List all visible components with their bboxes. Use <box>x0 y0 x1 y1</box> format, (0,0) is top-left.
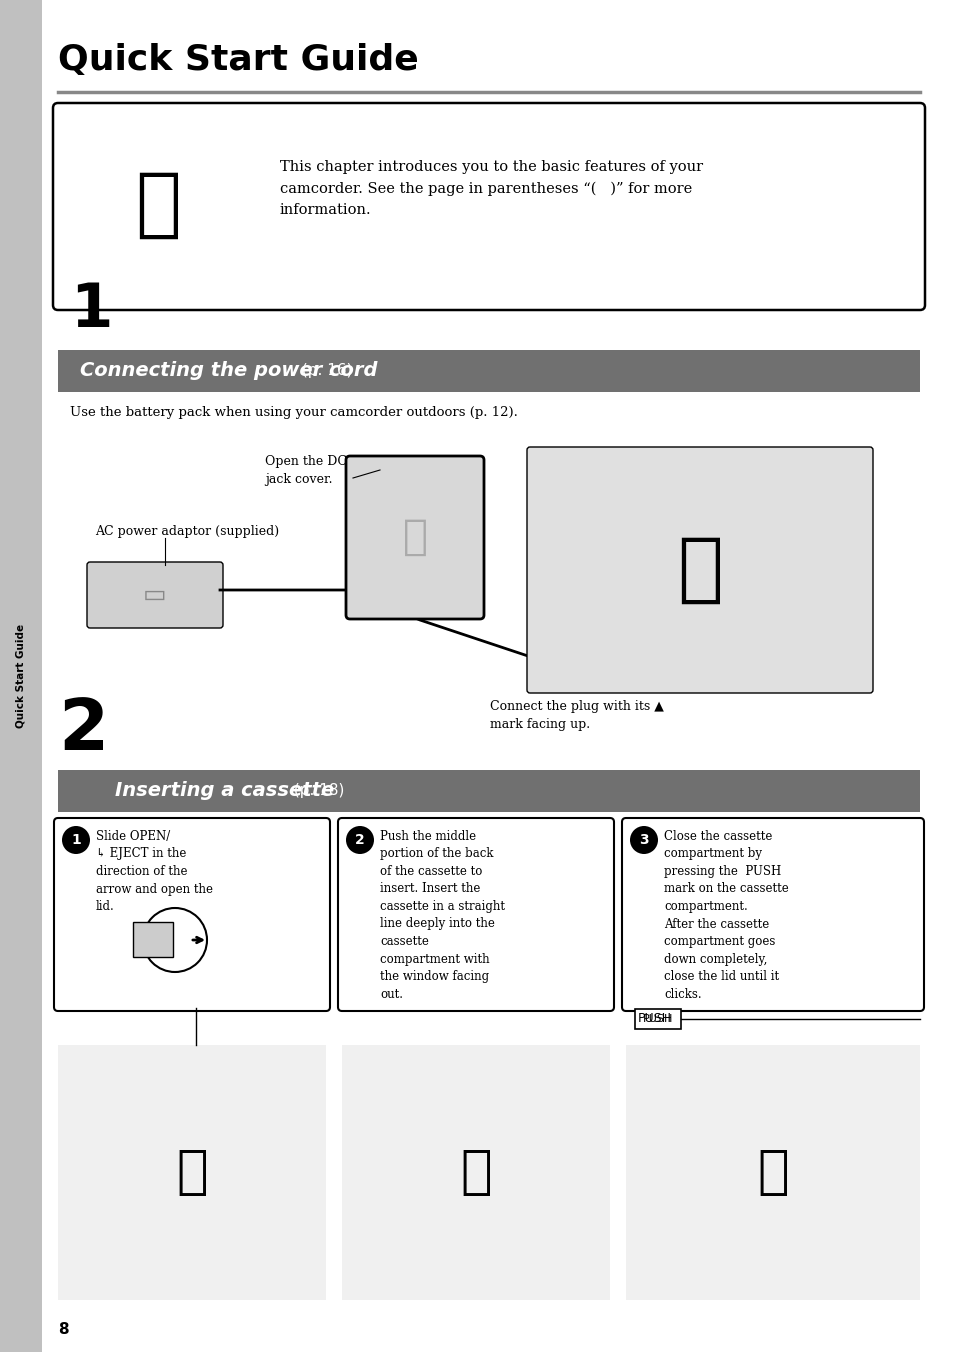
Text: Connecting the power cord: Connecting the power cord <box>80 361 377 380</box>
Text: Slide OPEN/
↳ EJECT in the
direction of the
arrow and open the
lid.: Slide OPEN/ ↳ EJECT in the direction of … <box>96 830 213 913</box>
Text: Open the DC IN
jack cover.: Open the DC IN jack cover. <box>265 456 367 485</box>
Text: Quick Start Guide: Quick Start Guide <box>58 43 418 77</box>
Text: Quick Start Guide: Quick Start Guide <box>16 623 26 729</box>
Text: 📷: 📷 <box>757 1146 788 1198</box>
FancyBboxPatch shape <box>54 818 330 1011</box>
Text: 3: 3 <box>639 833 648 846</box>
Bar <box>58 350 919 392</box>
FancyBboxPatch shape <box>87 562 223 627</box>
Text: 2: 2 <box>58 696 108 765</box>
Text: 1: 1 <box>71 833 81 846</box>
Text: AC power adaptor (supplied): AC power adaptor (supplied) <box>95 525 279 538</box>
FancyBboxPatch shape <box>526 448 872 694</box>
Text: Close the cassette
compartment by
pressing the  PUSH 
mark on the cassette
compa: Close the cassette compartment by pressi… <box>663 830 788 1000</box>
Circle shape <box>62 826 90 854</box>
Text: 1: 1 <box>70 281 112 339</box>
Circle shape <box>346 826 374 854</box>
Text: PUSH: PUSH <box>642 1014 673 1023</box>
Text: PUSH: PUSH <box>638 1013 671 1025</box>
Bar <box>625 1045 919 1301</box>
Text: 📷: 📷 <box>459 1146 492 1198</box>
Text: (p. 18): (p. 18) <box>289 784 344 799</box>
FancyBboxPatch shape <box>53 103 924 310</box>
Text: 📷: 📷 <box>677 533 722 607</box>
Bar <box>58 771 919 813</box>
Text: 8: 8 <box>58 1322 69 1337</box>
Text: 👩: 👩 <box>135 168 181 242</box>
Bar <box>58 1045 326 1301</box>
Text: This chapter introduces you to the basic features of your
camcorder. See the pag: This chapter introduces you to the basic… <box>280 160 702 216</box>
Circle shape <box>629 826 658 854</box>
Circle shape <box>143 909 207 972</box>
Bar <box>341 1045 609 1301</box>
Text: Use the battery pack when using your camcorder outdoors (p. 12).: Use the battery pack when using your cam… <box>70 406 517 419</box>
Text: Push the middle
portion of the back
of the cassette to
insert. Insert the
casset: Push the middle portion of the back of t… <box>379 830 504 1000</box>
FancyBboxPatch shape <box>337 818 614 1011</box>
FancyBboxPatch shape <box>635 1009 680 1029</box>
FancyBboxPatch shape <box>346 456 483 619</box>
Bar <box>132 922 172 957</box>
Text: ▭: ▭ <box>143 583 167 607</box>
Text: Connect the plug with its ▲
mark facing up.: Connect the plug with its ▲ mark facing … <box>490 700 663 731</box>
Text: (p. 16): (p. 16) <box>297 364 353 379</box>
FancyBboxPatch shape <box>621 818 923 1011</box>
Text: ⬜: ⬜ <box>402 516 427 558</box>
Text: Inserting a cassette: Inserting a cassette <box>115 781 334 800</box>
Bar <box>0 0 42 1352</box>
Text: 2: 2 <box>355 833 364 846</box>
Text: 📷: 📷 <box>176 1146 208 1198</box>
